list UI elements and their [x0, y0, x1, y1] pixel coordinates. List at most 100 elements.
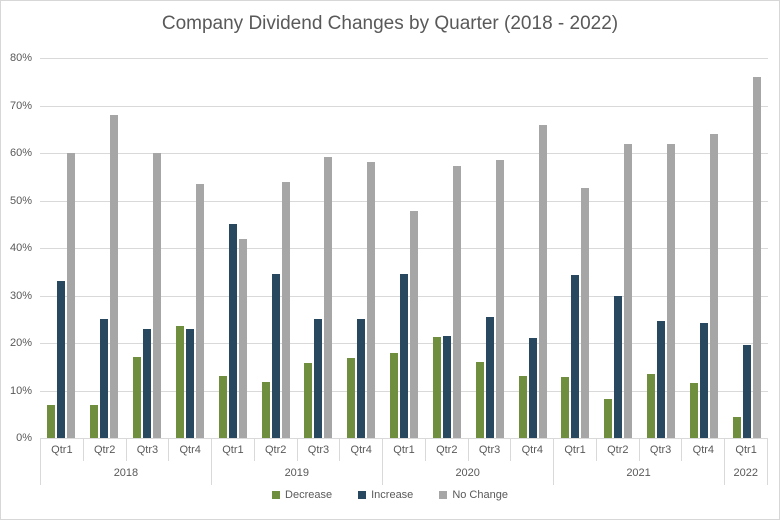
bar-increase [528, 338, 537, 438]
bar-groups [40, 58, 768, 438]
y-tick-label: 70% [9, 99, 32, 112]
bar-decrease [90, 404, 99, 438]
legend-item-increase: Increase [358, 489, 413, 501]
bar-increase [571, 274, 580, 438]
bar-decrease [304, 362, 313, 438]
y-tick-label: 50% [9, 194, 32, 207]
bar-decrease [647, 373, 655, 438]
y-tick-label: 20% [9, 337, 32, 349]
bar-increase [485, 316, 494, 438]
bar-increase [657, 320, 665, 438]
x-axis: Qtr1 Qtr2 Qtr3 Qtr4 Qtr1 Qtr2 Qtr3 Qtr4 Qtr1 Qtr2… [40, 438, 769, 485]
y-tick-label: 0% [16, 432, 32, 444]
bar-increase [100, 319, 109, 438]
x-tick-quarter: Qtr4 [511, 439, 555, 461]
gridline-50 [40, 200, 768, 202]
bar-no-change [538, 124, 547, 438]
x-tick-quarter: Qtr1 [554, 439, 597, 461]
bar-increase [185, 328, 194, 438]
bar-no-change [324, 156, 333, 438]
bar-increase [143, 328, 152, 438]
bar-increase [271, 274, 280, 438]
bar-increase [742, 345, 751, 438]
bar-no-change [238, 238, 247, 438]
bar-increase [400, 274, 409, 438]
bar-no-change [709, 133, 718, 438]
bar-group-2018-qtr4 [168, 58, 211, 438]
plot-area [40, 58, 768, 438]
bar-increase [314, 319, 323, 438]
x-tick-quarter: Qtr3 [127, 439, 170, 461]
bar-group-2020-qtr2 [425, 58, 468, 438]
bar-increase [442, 335, 451, 438]
bar-increase [57, 281, 66, 438]
bar-group-2019-qtr3 [297, 58, 340, 438]
bar-decrease [261, 382, 270, 438]
legend-item-decrease: Decrease [272, 489, 332, 501]
bar-decrease [432, 336, 441, 438]
bar-increase [699, 322, 708, 438]
bar-group-2020-qtr1 [383, 58, 426, 438]
chart-title: Company Dividend Changes by Quarter (201… [161, 13, 619, 34]
bar-no-change [110, 115, 119, 438]
bar-no-change [67, 153, 76, 438]
bar-no-change [624, 144, 633, 438]
gridline-80 [40, 58, 768, 59]
bar-group-2018-qtr2 [83, 58, 126, 438]
bar-increase [614, 295, 623, 438]
legend-swatch-icon [272, 491, 281, 499]
gridline-60 [40, 153, 768, 154]
bar-decrease [47, 404, 56, 438]
bar-decrease [689, 382, 698, 438]
x-tick-quarter: Qtr1 [212, 439, 255, 461]
x-tick-quarter: Qtr1 [40, 439, 84, 461]
x-tick-quarter: Qtr1 [725, 439, 769, 461]
bar-group-2022-qtr1 [725, 58, 768, 438]
legend-label: Decrease [285, 489, 333, 501]
y-tick-label: 30% [9, 289, 32, 302]
bar-decrease [732, 416, 741, 438]
legend-swatch-icon [358, 491, 367, 499]
bar-decrease [475, 362, 484, 438]
x-tick-quarter: Qtr4 [169, 439, 213, 461]
x-tick-quarter: Qtr3 [640, 439, 683, 461]
legend: Decrease Increase No Change [1, 489, 779, 501]
bar-no-change [195, 183, 204, 438]
bar-increase [357, 319, 366, 438]
gridline-70 [40, 105, 768, 107]
x-tick-quarter: Qtr3 [469, 439, 512, 461]
bar-increase [228, 224, 237, 438]
bar-decrease [518, 376, 527, 438]
bar-group-2020-qtr3 [468, 58, 511, 438]
x-tick-year-2019: 2019 [212, 461, 383, 485]
bar-group-2018-qtr3 [126, 58, 169, 438]
bar-no-change [281, 182, 290, 438]
bar-group-2019-qtr1 [211, 58, 254, 438]
bar-decrease [390, 353, 399, 438]
bar-decrease [175, 326, 184, 438]
x-tick-quarter: Qtr2 [84, 439, 127, 461]
bar-decrease [561, 376, 570, 438]
x-tick-year-2018: 2018 [40, 461, 212, 485]
bar-no-change [495, 160, 504, 438]
bar-group-2018-qtr1 [40, 58, 83, 438]
legend-label: Increase [371, 489, 414, 501]
bar-no-change [752, 77, 761, 438]
bar-decrease [347, 358, 356, 438]
legend-swatch-icon [439, 491, 448, 499]
bar-group-2019-qtr4 [340, 58, 383, 438]
bar-group-2021-qtr4 [682, 58, 725, 438]
x-tick-quarter: Qtr4 [340, 439, 384, 461]
x-tick-year-2021: 2021 [554, 461, 725, 485]
bar-no-change [410, 211, 419, 438]
x-tick-year-2020: 2020 [383, 461, 554, 485]
bar-decrease [133, 357, 142, 438]
bar-group-2021-qtr2 [597, 58, 640, 438]
bar-no-change [667, 144, 675, 438]
x-tick-quarter: Qtr2 [255, 439, 298, 461]
x-tick-quarter: Qtr1 [383, 439, 426, 461]
bar-group-2020-qtr4 [511, 58, 554, 438]
x-tick-year-2022: 2022 [725, 461, 768, 485]
bar-no-change [153, 153, 162, 438]
bar-group-2021-qtr1 [554, 58, 597, 438]
